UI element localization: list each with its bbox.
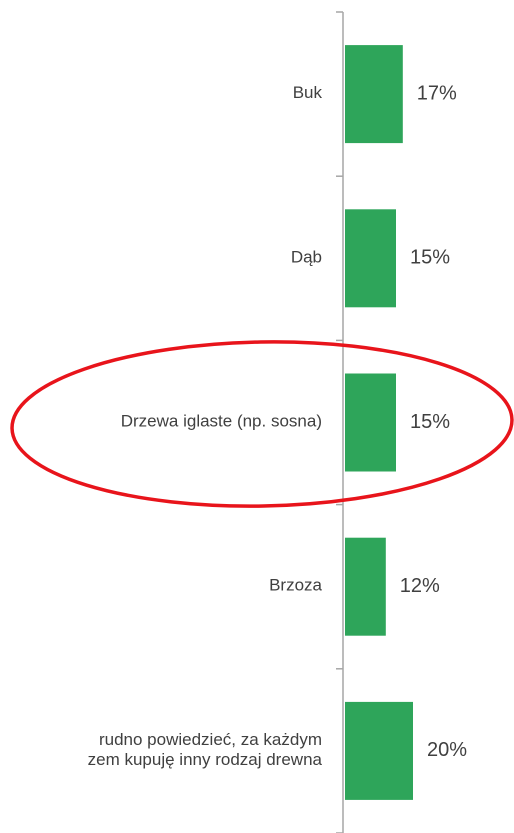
- value-label: 12%: [400, 575, 440, 597]
- value-label: 17%: [417, 82, 457, 104]
- category-label: Drzewa iglaste (np. sosna): [121, 412, 322, 431]
- value-label: 15%: [410, 411, 450, 433]
- highlight-ellipse: [10, 340, 514, 508]
- bar: [345, 373, 396, 472]
- bar: [345, 537, 386, 636]
- marks: Buk 17% Dąb 15% Drzewa iglaste (np. sosna) 15…: [88, 11, 467, 833]
- category-label-line: Brzoza: [269, 576, 322, 595]
- value-label: 15%: [410, 247, 450, 269]
- value-label: 20%: [427, 739, 467, 761]
- category-label-line: Drzewa iglaste (np. sosna): [121, 412, 322, 431]
- bar: [345, 701, 413, 800]
- bar: [345, 45, 403, 144]
- category-label-line: rudno powiedzieć, za każdym: [99, 730, 322, 749]
- category-label-line: Buk: [293, 84, 323, 103]
- category-label-line: zem kupuję inny rodzaj drewna: [88, 750, 323, 769]
- category-label: Dąb: [291, 248, 322, 267]
- category-label-line: Dąb: [291, 248, 322, 267]
- bar: [345, 209, 396, 308]
- category-label: rudno powiedzieć, za każdym zem kupuję in…: [88, 730, 323, 769]
- category-label: Buk: [293, 84, 323, 103]
- category-label: Brzoza: [269, 576, 322, 595]
